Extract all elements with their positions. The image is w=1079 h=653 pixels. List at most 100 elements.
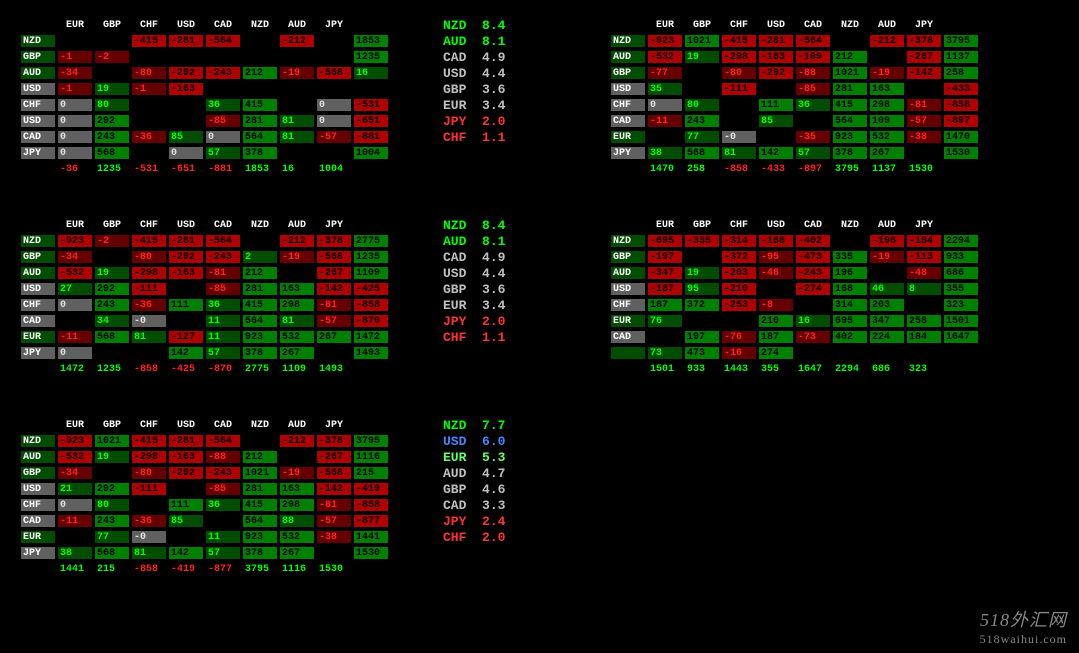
data-cell — [316, 146, 352, 160]
row-total: 933 — [943, 250, 979, 264]
row-total: 1441 — [353, 530, 389, 544]
data-cell: -0 — [131, 314, 167, 328]
data-cell: 378 — [832, 146, 868, 160]
col-sum: 1109 — [279, 362, 315, 376]
row-total: 1493 — [353, 346, 389, 360]
data-cell — [721, 98, 757, 112]
corner-cell — [20, 218, 56, 232]
data-cell: -163 — [168, 82, 204, 96]
data-cell: 19 — [94, 450, 130, 464]
data-cell: 298 — [279, 498, 315, 512]
strength-matrix: EURGBPCHFUSDCADNZDAUDJPYNZD-923-2-415-28… — [20, 218, 389, 377]
data-cell: -36 — [131, 130, 167, 144]
data-cell: -281 — [168, 234, 204, 248]
data-cell: -281 — [758, 34, 794, 48]
data-cell — [57, 530, 93, 544]
ranking-item: CAD 4.9 — [443, 250, 505, 266]
data-cell: 184 — [906, 330, 942, 344]
data-cell: 267 — [279, 346, 315, 360]
data-cell: 212 — [242, 266, 278, 280]
col-sum: -36 — [57, 162, 93, 176]
data-cell — [279, 50, 315, 64]
data-cell — [758, 282, 794, 296]
row-total: 258 — [943, 66, 979, 80]
data-cell: 11 — [205, 314, 241, 328]
data-cell: -415 — [131, 234, 167, 248]
row-header: CHF — [20, 298, 56, 312]
total-header — [943, 218, 979, 232]
ranking-item: AUD 8.1 — [443, 34, 505, 50]
col-header: USD — [758, 218, 794, 232]
data-cell — [131, 346, 167, 360]
strength-matrix: EURGBPCHFUSDCADNZDAUDJPYNZD-9231021-415-… — [610, 18, 979, 177]
corner-cell — [20, 418, 56, 432]
data-cell: 1021 — [242, 466, 278, 480]
data-cell: -292 — [168, 466, 204, 480]
data-cell: -109 — [795, 50, 831, 64]
data-cell: -568 — [316, 66, 352, 80]
col-header: AUD — [279, 18, 315, 32]
col-header: JPY — [316, 18, 352, 32]
ranking-item: JPY 2.0 — [443, 114, 505, 130]
data-cell: -11 — [57, 514, 93, 528]
data-cell: 568 — [94, 546, 130, 560]
row-header: AUD — [20, 450, 56, 464]
data-cell — [242, 50, 278, 64]
col-header: JPY — [906, 218, 942, 232]
data-cell: 292 — [94, 282, 130, 296]
data-cell — [906, 298, 942, 312]
col-sum: -858 — [131, 562, 167, 576]
col-header: JPY — [316, 218, 352, 232]
data-cell: 0 — [57, 114, 93, 128]
col-header: NZD — [242, 218, 278, 232]
ranking-value: 4.9 — [482, 250, 505, 265]
data-cell: -564 — [795, 34, 831, 48]
data-cell: 163 — [279, 482, 315, 496]
data-cell: -1 — [57, 82, 93, 96]
row-total: -433 — [943, 82, 979, 96]
ranking-item: GBP 4.6 — [443, 482, 505, 498]
data-cell: -19 — [279, 466, 315, 480]
col-sum: 933 — [684, 362, 720, 376]
corner-cell — [610, 18, 646, 32]
data-cell: 0 — [57, 346, 93, 360]
ranking-value: 4.9 — [482, 50, 505, 65]
data-cell: 564 — [242, 514, 278, 528]
ranking-list: NZD 7.7USD 6.0EUR 5.3AUD 4.7GBP 4.6CAD 3… — [443, 418, 505, 577]
row-header: USD — [20, 82, 56, 96]
data-cell: 76 — [647, 314, 683, 328]
data-cell: -0 — [721, 130, 757, 144]
row-header: EUR — [610, 130, 646, 144]
data-cell — [869, 50, 905, 64]
data-cell — [647, 130, 683, 144]
col-header: CAD — [795, 18, 831, 32]
col-sum: 1853 — [242, 162, 278, 176]
data-cell — [279, 146, 315, 160]
data-cell: -142 — [316, 482, 352, 496]
col-sum: 323 — [906, 362, 942, 376]
data-cell: 568 — [94, 146, 130, 160]
data-cell: 0 — [316, 114, 352, 128]
data-cell: 73 — [647, 346, 683, 360]
row-total: -870 — [353, 314, 389, 328]
row-header: AUD — [20, 266, 56, 280]
row-header: USD — [610, 82, 646, 96]
data-cell: -88 — [795, 66, 831, 80]
sum-corner — [20, 162, 56, 176]
ranking-value: 3.4 — [482, 298, 505, 313]
data-cell: -2 — [94, 50, 130, 64]
ranking-item: AUD 8.1 — [443, 234, 505, 250]
data-cell: -281 — [168, 34, 204, 48]
data-cell — [316, 50, 352, 64]
data-cell: 38 — [57, 546, 93, 560]
data-cell: 36 — [205, 98, 241, 112]
data-cell — [205, 82, 241, 96]
data-cell: -243 — [205, 466, 241, 480]
row-header: USD — [20, 482, 56, 496]
data-cell: -36 — [131, 298, 167, 312]
data-cell: 210 — [758, 314, 794, 328]
col-header: GBP — [94, 218, 130, 232]
data-cell — [94, 66, 130, 80]
row-header: AUD — [610, 50, 646, 64]
row-header: JPY — [20, 546, 56, 560]
